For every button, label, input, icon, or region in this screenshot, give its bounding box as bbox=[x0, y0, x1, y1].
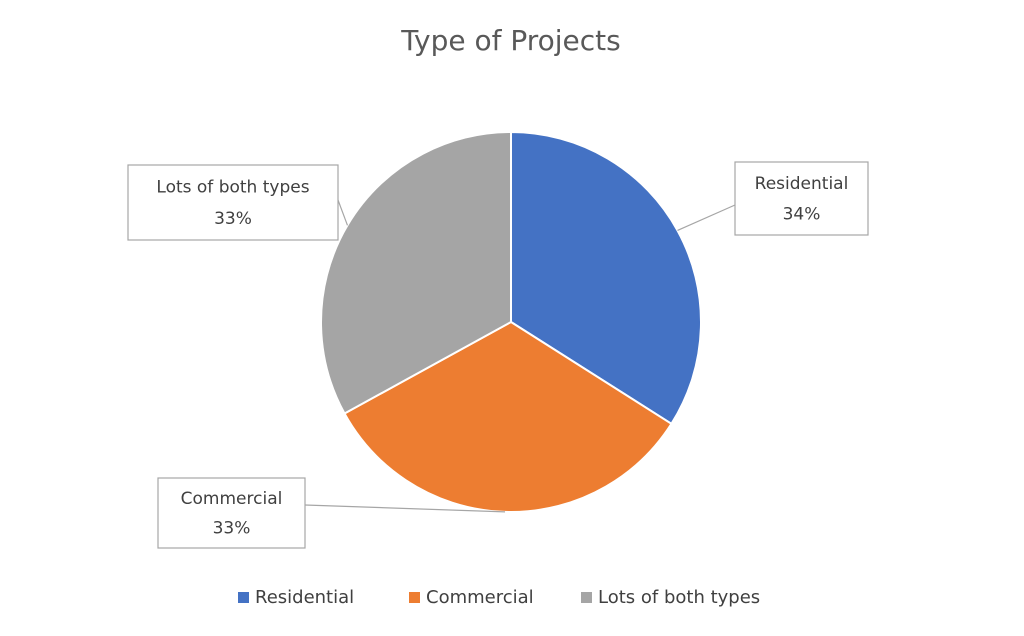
chart-title: Type of Projects bbox=[400, 24, 621, 57]
callout-box bbox=[734, 161, 869, 236]
data-label-name: Lots of both types bbox=[156, 178, 309, 198]
data-label-value: 33% bbox=[214, 209, 252, 229]
legend-label: Residential bbox=[255, 587, 354, 608]
leader-line bbox=[677, 204, 736, 232]
pie-slice bbox=[510, 130, 702, 426]
data-label-name: Commercial bbox=[181, 489, 283, 509]
leader-line bbox=[337, 199, 349, 226]
data-label-name: Residential bbox=[755, 174, 849, 194]
legend-label: Commercial bbox=[426, 587, 534, 608]
legend-label: Lots of both types bbox=[598, 587, 760, 608]
legend-swatch bbox=[581, 592, 592, 603]
callout-box bbox=[127, 164, 339, 241]
legend-swatch bbox=[238, 592, 249, 603]
callout-box bbox=[157, 477, 306, 549]
pie-slice bbox=[320, 130, 512, 415]
data-label-value: 33% bbox=[213, 518, 251, 538]
legend-swatch bbox=[409, 592, 420, 603]
data-label-value: 34% bbox=[783, 205, 821, 225]
leader-line bbox=[304, 504, 506, 513]
